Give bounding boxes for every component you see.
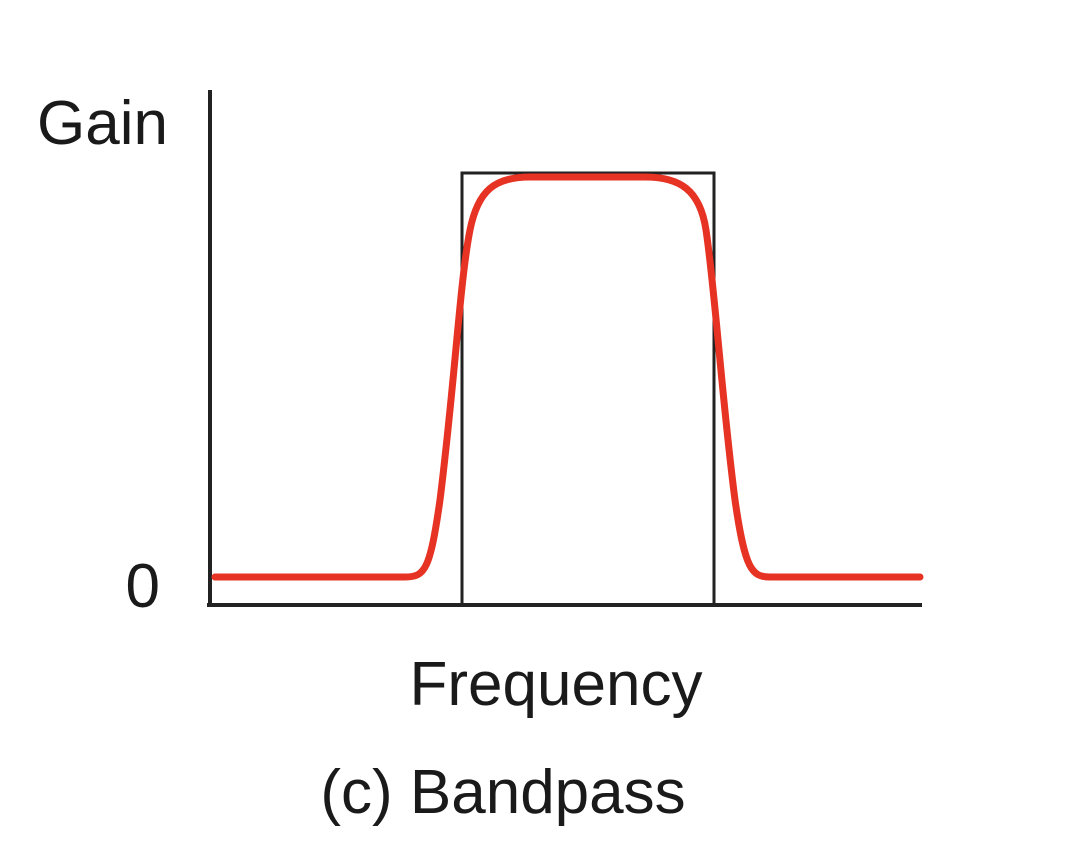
zero-label: 0 (126, 552, 160, 621)
y-axis-label: Gain (37, 89, 168, 158)
x-axis-label: Frequency (410, 650, 703, 719)
response-curve (211, 173, 924, 581)
caption: (c) Bandpass (320, 758, 685, 827)
ideal-passband (460, 171, 716, 605)
